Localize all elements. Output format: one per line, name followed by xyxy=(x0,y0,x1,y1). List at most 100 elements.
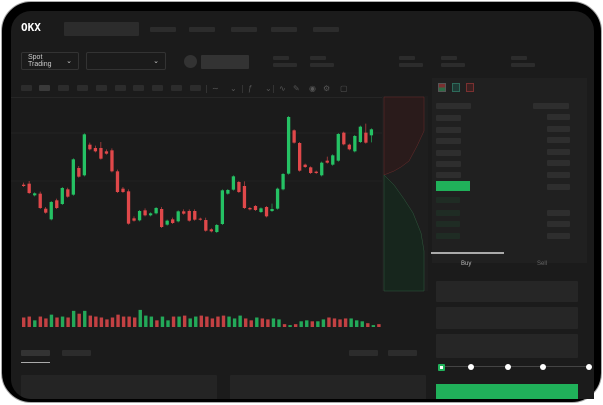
bid-amount xyxy=(547,221,570,227)
stat-label xyxy=(511,56,527,60)
orderbook-both-icon[interactable] xyxy=(438,83,446,92)
timeframe-button[interactable] xyxy=(152,85,163,91)
nav-item[interactable] xyxy=(313,27,339,32)
fullscreen-icon[interactable]: ▢ xyxy=(340,84,348,93)
chevron-down-icon[interactable]: ⌄ xyxy=(265,84,272,93)
candle xyxy=(325,160,329,163)
timeframe-button[interactable] xyxy=(96,85,107,91)
filter-button[interactable] xyxy=(388,350,417,356)
volume-bar xyxy=(155,320,159,327)
tab-order-history[interactable] xyxy=(62,350,91,356)
volume-bar xyxy=(38,316,43,327)
stat-label xyxy=(441,56,457,60)
candle xyxy=(215,225,219,232)
candle xyxy=(104,151,109,154)
volume-bar xyxy=(27,316,31,327)
candle-type-icon[interactable]: ∼ xyxy=(212,84,219,93)
volume-bar xyxy=(44,318,48,327)
amount-slider-track[interactable] xyxy=(441,366,589,367)
slider-step[interactable] xyxy=(540,364,546,370)
total-input[interactable] xyxy=(436,334,578,358)
price-input[interactable] xyxy=(436,281,578,302)
timeframe-button[interactable] xyxy=(133,85,144,91)
candle xyxy=(193,211,197,220)
candle xyxy=(226,190,230,194)
search-bar[interactable] xyxy=(64,22,139,36)
candle xyxy=(364,132,368,143)
tab-open-orders[interactable] xyxy=(21,350,50,356)
timeframe-button[interactable] xyxy=(21,85,32,91)
nav-item[interactable] xyxy=(150,27,176,32)
candle xyxy=(126,191,131,224)
chart-area[interactable] xyxy=(11,11,594,399)
depth-asks-area xyxy=(383,96,425,176)
chevron-down-icon[interactable]: ⌄ xyxy=(230,84,237,93)
indicator-icon[interactable]: ƒ xyxy=(248,84,253,93)
timeframe-button[interactable] xyxy=(171,85,182,91)
buy-submit-button[interactable] xyxy=(436,384,578,399)
ask-amount xyxy=(547,172,570,178)
nav-item[interactable] xyxy=(231,27,257,32)
volume-bar xyxy=(327,317,331,327)
pair-selector[interactable]: ⌄ xyxy=(86,52,166,70)
timeframe-button[interactable] xyxy=(190,85,201,91)
orderbook-asks-icon[interactable] xyxy=(466,83,474,92)
candle xyxy=(22,184,26,186)
ruler-icon[interactable]: ✎ xyxy=(293,84,300,93)
candle xyxy=(342,132,346,145)
market-selector[interactable]: Spot Trading ⌄ xyxy=(21,52,79,70)
volume-bar xyxy=(133,317,137,327)
volume-group xyxy=(22,309,381,327)
candle xyxy=(281,174,285,190)
volume-bar xyxy=(366,323,370,327)
volume-bar xyxy=(149,316,154,327)
timeframe-button[interactable] xyxy=(77,85,88,91)
stat-value xyxy=(273,63,297,67)
volume-bar xyxy=(77,313,81,327)
candle xyxy=(165,220,169,225)
volume-bar xyxy=(22,317,26,327)
candle xyxy=(187,211,191,221)
candle xyxy=(242,186,247,208)
slider-step[interactable] xyxy=(586,364,592,370)
ask-amount xyxy=(547,137,570,143)
volume-bar xyxy=(33,320,37,327)
stat-value xyxy=(511,63,535,67)
slider-step[interactable] xyxy=(468,364,474,370)
timeframe-button[interactable] xyxy=(58,85,69,91)
orders-card xyxy=(230,375,426,399)
app-screen: OKX Spot Trading ⌄ ⌄ ∼ ⌄ ƒ ⌄ ∿ ✎ ◉ ⚙ ▢ Bu… xyxy=(11,11,594,399)
nav-item[interactable] xyxy=(189,27,215,32)
candle xyxy=(347,144,351,150)
tab-buy[interactable]: Buy xyxy=(461,261,472,267)
okx-logo[interactable]: OKX xyxy=(21,21,41,34)
candle xyxy=(320,162,324,176)
gear-icon[interactable]: ⚙ xyxy=(323,84,331,93)
camera-icon[interactable]: ◉ xyxy=(309,84,316,93)
line-icon[interactable]: ∿ xyxy=(279,84,286,93)
stat-label xyxy=(399,56,415,60)
mid-price xyxy=(436,181,470,191)
filter-button[interactable] xyxy=(349,350,378,356)
candles-group xyxy=(22,116,374,233)
slider-step[interactable] xyxy=(505,364,511,370)
volume-bar xyxy=(177,316,181,327)
ask-amount xyxy=(547,160,570,166)
timeframe-button[interactable] xyxy=(39,85,50,91)
slider-handle[interactable] xyxy=(438,364,445,371)
stat-value xyxy=(441,63,465,67)
tab-sell[interactable]: Sell xyxy=(537,261,548,267)
volume-bar xyxy=(266,319,270,327)
amount-input[interactable] xyxy=(436,307,578,329)
toolbar-divider xyxy=(242,85,243,93)
timeframe-button[interactable] xyxy=(115,85,126,91)
candle xyxy=(209,229,213,232)
candle xyxy=(264,207,269,217)
orderbook-bids-icon[interactable] xyxy=(452,83,460,92)
nav-item[interactable] xyxy=(271,27,297,32)
volume-bar xyxy=(221,315,226,327)
volume-bar xyxy=(121,316,126,327)
volume-bar xyxy=(49,314,54,327)
candle xyxy=(49,202,53,220)
volume-bar xyxy=(310,321,314,327)
